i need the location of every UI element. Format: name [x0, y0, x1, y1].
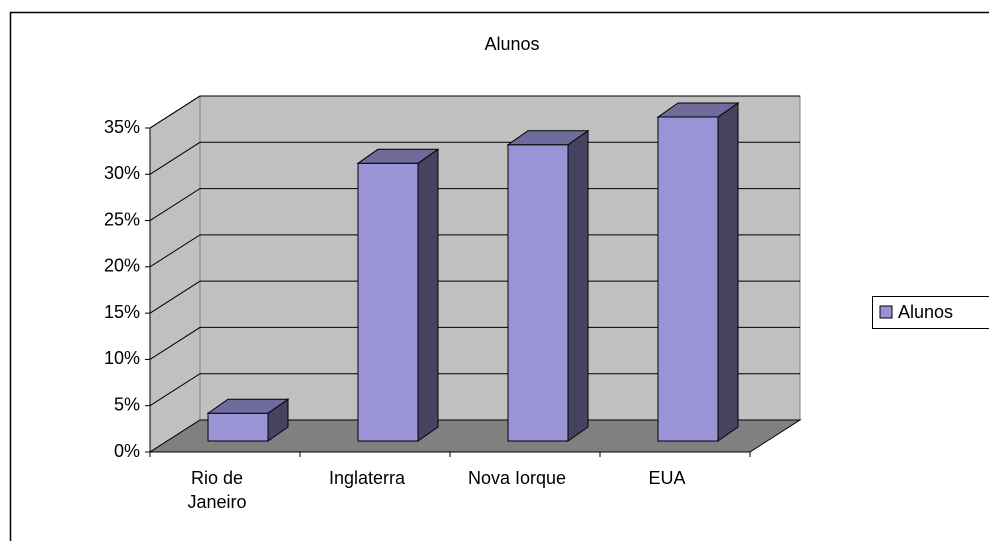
bar-front	[357, 162, 419, 442]
y-tick-label: 5%	[114, 394, 140, 414]
bar-top	[656, 102, 740, 118]
y-tick-label: 20%	[104, 256, 140, 276]
x-tick-label: Rio de Janeiro	[187, 468, 247, 512]
bar-top	[506, 130, 590, 146]
legend-swatch	[879, 305, 893, 319]
y-tick-label: 30%	[104, 163, 140, 183]
x-tick-label: Inglaterra	[328, 468, 406, 488]
grid-line	[149, 373, 800, 407]
x-tick-label: EUA	[648, 468, 686, 488]
y-tick-label: 10%	[104, 348, 140, 368]
y-tick-label: 15%	[104, 302, 140, 322]
legend-label: Alunos	[898, 302, 953, 322]
bar-front	[207, 412, 269, 442]
legend-box	[872, 296, 989, 329]
y-tick-label: 35%	[104, 117, 140, 137]
grid-line	[149, 188, 800, 221]
bar-top	[356, 148, 440, 164]
bar-front	[657, 116, 719, 442]
y-tick-label: 0%	[114, 441, 140, 461]
chart-title: Alunos	[484, 34, 539, 54]
grid-line	[149, 95, 800, 129]
grid-line	[149, 326, 800, 360]
grid-line	[149, 280, 800, 314]
bar-side	[717, 102, 739, 442]
bar-top	[206, 398, 290, 414]
side-wall	[149, 95, 201, 453]
grid-line	[149, 234, 800, 268]
bar-side	[567, 129, 589, 442]
x-tick-label: Nova Iorque	[467, 468, 567, 488]
y-tick-label: 25%	[104, 209, 140, 229]
grid-line	[149, 141, 800, 175]
bar-side	[417, 148, 439, 442]
bar-front	[507, 144, 569, 442]
